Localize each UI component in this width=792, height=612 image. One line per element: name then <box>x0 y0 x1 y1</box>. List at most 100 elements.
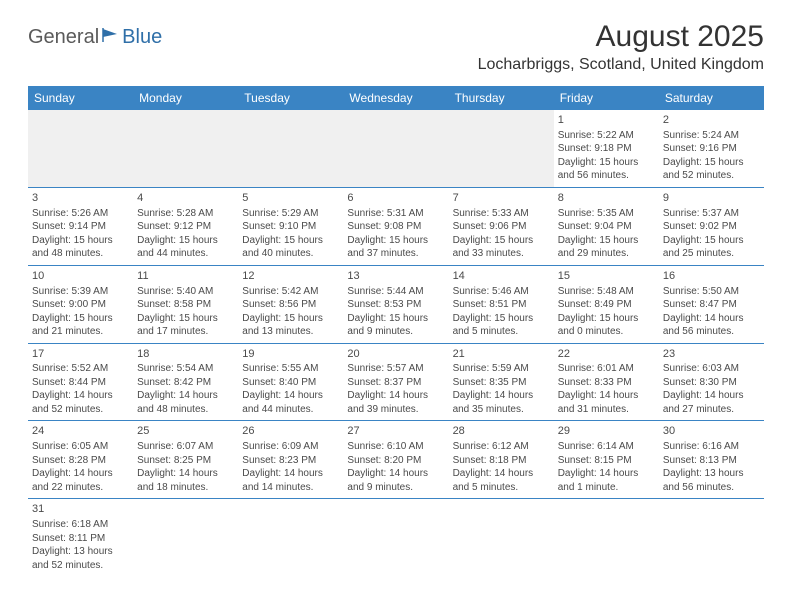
sunrise-line: Sunrise: 5:42 AM <box>242 285 339 299</box>
day-cell: 10Sunrise: 5:39 AMSunset: 9:00 PMDayligh… <box>28 266 133 343</box>
day-number: 28 <box>453 424 550 439</box>
day-cell: 3Sunrise: 5:26 AMSunset: 9:14 PMDaylight… <box>28 188 133 265</box>
day-number: 2 <box>663 113 760 128</box>
day-header: Saturday <box>659 86 764 110</box>
sunset-line: Sunset: 8:20 PM <box>347 454 444 468</box>
day-number: 9 <box>663 191 760 206</box>
sunset-line: Sunset: 8:53 PM <box>347 298 444 312</box>
empty-cell <box>238 110 343 187</box>
sunrise-line: Sunrise: 6:03 AM <box>663 362 760 376</box>
sunset-line: Sunset: 8:30 PM <box>663 376 760 390</box>
day-number: 13 <box>347 269 444 284</box>
day-cell: 12Sunrise: 5:42 AMSunset: 8:56 PMDayligh… <box>238 266 343 343</box>
day-cell: 9Sunrise: 5:37 AMSunset: 9:02 PMDaylight… <box>659 188 764 265</box>
week-row: 17Sunrise: 5:52 AMSunset: 8:44 PMDayligh… <box>28 344 764 422</box>
daylight-line: Daylight: 15 hours and 48 minutes. <box>32 234 129 261</box>
sunset-line: Sunset: 9:00 PM <box>32 298 129 312</box>
day-cell: 2Sunrise: 5:24 AMSunset: 9:16 PMDaylight… <box>659 110 764 187</box>
day-cell: 21Sunrise: 5:59 AMSunset: 8:35 PMDayligh… <box>449 344 554 421</box>
sunrise-line: Sunrise: 5:46 AM <box>453 285 550 299</box>
day-number: 24 <box>32 424 129 439</box>
daylight-line: Daylight: 15 hours and 37 minutes. <box>347 234 444 261</box>
daylight-line: Daylight: 15 hours and 56 minutes. <box>558 156 655 183</box>
sunrise-line: Sunrise: 5:44 AM <box>347 285 444 299</box>
day-number: 31 <box>32 502 129 517</box>
month-title: August 2025 <box>478 20 764 54</box>
day-headers-row: SundayMondayTuesdayWednesdayThursdayFrid… <box>28 86 764 110</box>
sunset-line: Sunset: 8:56 PM <box>242 298 339 312</box>
empty-cell <box>343 110 448 187</box>
sunset-line: Sunset: 8:58 PM <box>137 298 234 312</box>
daylight-line: Daylight: 15 hours and 5 minutes. <box>453 312 550 339</box>
day-header: Wednesday <box>343 86 448 110</box>
daylight-line: Daylight: 14 hours and 14 minutes. <box>242 467 339 494</box>
sunrise-line: Sunrise: 6:10 AM <box>347 440 444 454</box>
day-cell: 29Sunrise: 6:14 AMSunset: 8:15 PMDayligh… <box>554 421 659 498</box>
empty-cell <box>554 499 659 576</box>
daylight-line: Daylight: 14 hours and 52 minutes. <box>32 389 129 416</box>
day-number: 7 <box>453 191 550 206</box>
day-number: 10 <box>32 269 129 284</box>
sunset-line: Sunset: 8:37 PM <box>347 376 444 390</box>
sunset-line: Sunset: 8:18 PM <box>453 454 550 468</box>
day-number: 22 <box>558 347 655 362</box>
sunset-line: Sunset: 9:04 PM <box>558 220 655 234</box>
daylight-line: Daylight: 15 hours and 44 minutes. <box>137 234 234 261</box>
day-header: Thursday <box>449 86 554 110</box>
daylight-line: Daylight: 15 hours and 29 minutes. <box>558 234 655 261</box>
day-cell: 24Sunrise: 6:05 AMSunset: 8:28 PMDayligh… <box>28 421 133 498</box>
day-cell: 19Sunrise: 5:55 AMSunset: 8:40 PMDayligh… <box>238 344 343 421</box>
day-cell: 14Sunrise: 5:46 AMSunset: 8:51 PMDayligh… <box>449 266 554 343</box>
sunset-line: Sunset: 8:28 PM <box>32 454 129 468</box>
sunset-line: Sunset: 9:02 PM <box>663 220 760 234</box>
sunset-line: Sunset: 8:15 PM <box>558 454 655 468</box>
day-cell: 4Sunrise: 5:28 AMSunset: 9:12 PMDaylight… <box>133 188 238 265</box>
week-row: 10Sunrise: 5:39 AMSunset: 9:00 PMDayligh… <box>28 266 764 344</box>
day-cell: 31Sunrise: 6:18 AMSunset: 8:11 PMDayligh… <box>28 499 133 576</box>
sunrise-line: Sunrise: 5:22 AM <box>558 129 655 143</box>
day-cell: 8Sunrise: 5:35 AMSunset: 9:04 PMDaylight… <box>554 188 659 265</box>
day-cell: 11Sunrise: 5:40 AMSunset: 8:58 PMDayligh… <box>133 266 238 343</box>
daylight-line: Daylight: 15 hours and 17 minutes. <box>137 312 234 339</box>
daylight-line: Daylight: 14 hours and 35 minutes. <box>453 389 550 416</box>
logo: General Blue <box>28 20 162 49</box>
sunrise-line: Sunrise: 5:40 AM <box>137 285 234 299</box>
daylight-line: Daylight: 14 hours and 22 minutes. <box>32 467 129 494</box>
day-number: 4 <box>137 191 234 206</box>
sunset-line: Sunset: 9:16 PM <box>663 142 760 156</box>
day-cell: 22Sunrise: 6:01 AMSunset: 8:33 PMDayligh… <box>554 344 659 421</box>
day-number: 30 <box>663 424 760 439</box>
day-number: 12 <box>242 269 339 284</box>
daylight-line: Daylight: 15 hours and 9 minutes. <box>347 312 444 339</box>
sunrise-line: Sunrise: 5:48 AM <box>558 285 655 299</box>
sunset-line: Sunset: 8:35 PM <box>453 376 550 390</box>
empty-cell <box>449 499 554 576</box>
day-cell: 27Sunrise: 6:10 AMSunset: 8:20 PMDayligh… <box>343 421 448 498</box>
day-number: 20 <box>347 347 444 362</box>
empty-cell <box>343 499 448 576</box>
sunset-line: Sunset: 9:18 PM <box>558 142 655 156</box>
daylight-line: Daylight: 14 hours and 1 minute. <box>558 467 655 494</box>
day-number: 14 <box>453 269 550 284</box>
day-number: 26 <box>242 424 339 439</box>
sunrise-line: Sunrise: 6:16 AM <box>663 440 760 454</box>
sunrise-line: Sunrise: 6:07 AM <box>137 440 234 454</box>
daylight-line: Daylight: 15 hours and 40 minutes. <box>242 234 339 261</box>
sunrise-line: Sunrise: 5:55 AM <box>242 362 339 376</box>
day-cell: 26Sunrise: 6:09 AMSunset: 8:23 PMDayligh… <box>238 421 343 498</box>
daylight-line: Daylight: 15 hours and 33 minutes. <box>453 234 550 261</box>
sunrise-line: Sunrise: 5:24 AM <box>663 129 760 143</box>
day-number: 6 <box>347 191 444 206</box>
week-row: 3Sunrise: 5:26 AMSunset: 9:14 PMDaylight… <box>28 188 764 266</box>
sunrise-line: Sunrise: 5:50 AM <box>663 285 760 299</box>
sunset-line: Sunset: 8:42 PM <box>137 376 234 390</box>
empty-cell <box>28 110 133 187</box>
sunrise-line: Sunrise: 5:35 AM <box>558 207 655 221</box>
sunset-line: Sunset: 8:25 PM <box>137 454 234 468</box>
empty-cell <box>133 499 238 576</box>
daylight-line: Daylight: 13 hours and 52 minutes. <box>32 545 129 572</box>
day-number: 18 <box>137 347 234 362</box>
week-row: 24Sunrise: 6:05 AMSunset: 8:28 PMDayligh… <box>28 421 764 499</box>
sunrise-line: Sunrise: 6:01 AM <box>558 362 655 376</box>
week-row: 1Sunrise: 5:22 AMSunset: 9:18 PMDaylight… <box>28 110 764 188</box>
